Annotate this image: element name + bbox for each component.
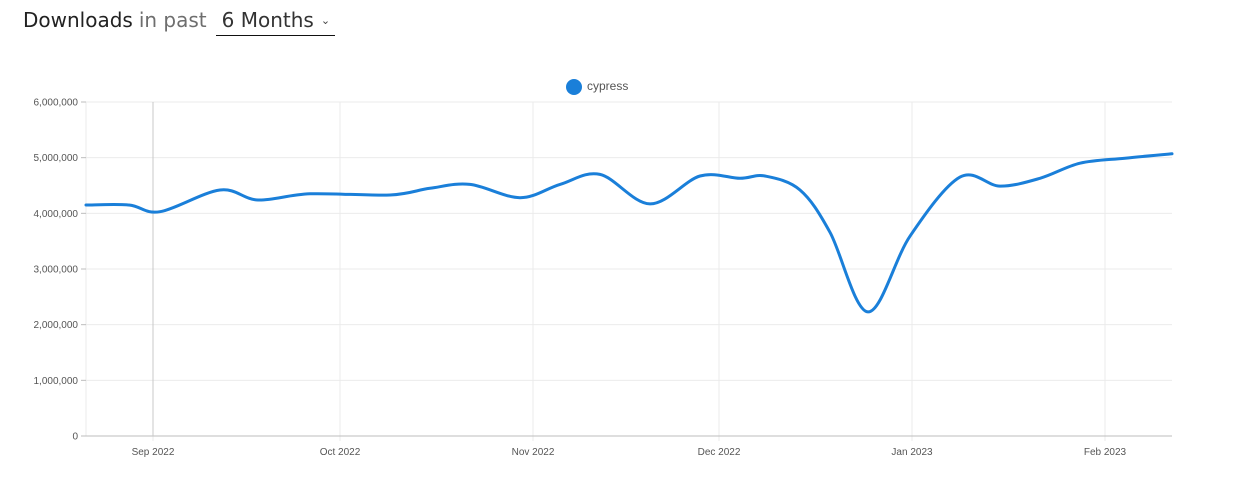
chart-gridlines bbox=[85, 101, 1172, 441]
header-subtitle: in past bbox=[138, 8, 207, 32]
y-tick-label: 6,000,000 bbox=[34, 98, 79, 109]
y-tick-label: 1,000,000 bbox=[34, 376, 79, 387]
x-axis: Sep 2022 Oct 2022 Nov 2022 Dec 2022 Jan 2023… bbox=[86, 435, 1172, 458]
x-tick-label: Dec 2022 bbox=[698, 447, 741, 458]
downloads-header: Downloads in past 6 Months ⌄ bbox=[23, 8, 336, 36]
chevron-down-icon: ⌄ bbox=[320, 14, 331, 27]
chart-legend[interactable]: cypress bbox=[566, 79, 628, 95]
legend-label-cypress: cypress bbox=[587, 79, 628, 93]
x-tick-label: Oct 2022 bbox=[320, 447, 361, 458]
y-tick-label: 5,000,000 bbox=[34, 153, 79, 164]
y-tick-label: 4,000,000 bbox=[34, 209, 79, 220]
series-line-cypress[interactable] bbox=[84, 152, 1174, 314]
header-title: Downloads bbox=[23, 8, 133, 32]
legend-marker-icon bbox=[566, 79, 582, 95]
y-tick-label: 0 bbox=[72, 432, 78, 443]
y-tick-label: 3,000,000 bbox=[34, 265, 79, 276]
y-tick-label: 2,000,000 bbox=[34, 320, 79, 331]
x-tick-label: Nov 2022 bbox=[512, 447, 555, 458]
x-tick-label: Feb 2023 bbox=[1084, 447, 1127, 458]
x-tick-label: Jan 2023 bbox=[891, 447, 933, 458]
x-tick-label: Sep 2022 bbox=[132, 447, 175, 458]
y-axis: 0 1,000,000 2,000,000 3,000,000 4,000,000 5,0… bbox=[34, 98, 86, 443]
period-dropdown[interactable]: 6 Months ⌄ bbox=[215, 8, 336, 36]
period-selected-value: 6 Months bbox=[221, 8, 314, 32]
